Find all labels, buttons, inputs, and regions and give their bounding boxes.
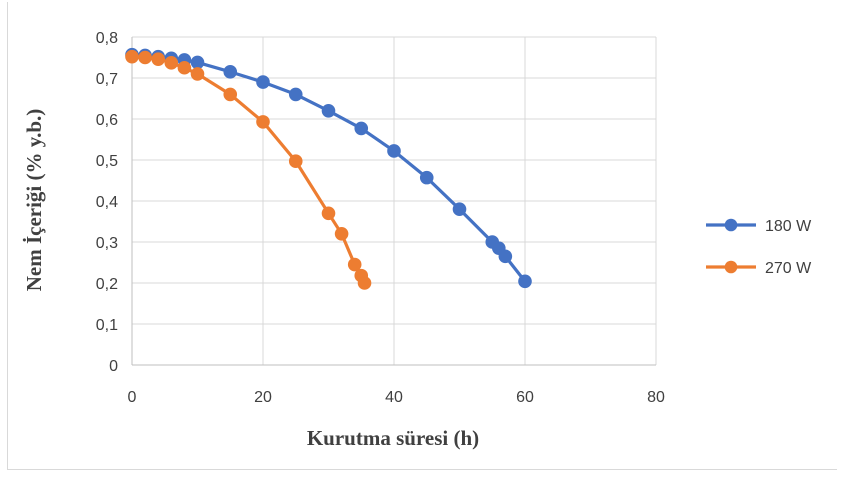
y-tick-label: 0,3 — [96, 235, 118, 252]
data-point — [334, 227, 349, 241]
data-point — [288, 154, 303, 169]
data-point — [190, 55, 205, 70]
x-tick-label: 60 — [516, 389, 534, 406]
chart-frame — [7, 2, 837, 470]
series-2 — [125, 49, 372, 290]
data-point — [177, 60, 192, 75]
data-point — [164, 56, 179, 70]
data-point — [223, 87, 238, 102]
series-line — [131, 53, 527, 283]
data-point — [518, 274, 532, 289]
tick-labels: 0 0,1 0,2 0,3 0,4 0,5 0,6 0,7 0,8 0 20 40 60 80 — [96, 30, 665, 406]
y-tick-label: 0,6 — [96, 112, 118, 129]
data-point — [256, 115, 270, 129]
legend: 180 W 270 W — [706, 218, 812, 277]
series-layer — [125, 47, 532, 290]
y-tick-label: 0 — [109, 358, 118, 375]
series-1 — [125, 47, 532, 289]
legend-label: 180 W — [765, 218, 812, 235]
data-point — [357, 276, 372, 290]
data-point — [151, 52, 165, 66]
grid — [132, 36, 657, 365]
y-tick-label: 0,7 — [96, 71, 118, 88]
legend-item: 180 W — [706, 218, 812, 235]
y-tick-label: 0,5 — [96, 153, 118, 170]
x-tick-label: 80 — [647, 389, 665, 406]
series-line — [131, 55, 366, 284]
data-point — [256, 75, 270, 89]
legend-swatch-marker — [724, 260, 738, 274]
y-tick-label: 0,2 — [96, 276, 118, 293]
legend-item: 270 W — [706, 260, 812, 277]
x-tick-label: 0 — [128, 389, 137, 406]
data-point — [419, 170, 434, 185]
data-point — [125, 49, 139, 64]
legend-swatch-marker — [724, 218, 738, 232]
data-point — [138, 50, 152, 65]
data-point — [190, 67, 205, 81]
y-axis-title: Nem İçeriği (% y.b.) — [22, 109, 46, 292]
data-point — [223, 65, 238, 79]
y-tick-label: 0,4 — [96, 194, 118, 211]
data-point — [321, 104, 336, 118]
data-point — [452, 202, 467, 216]
data-point — [387, 144, 401, 158]
data-point — [288, 87, 303, 102]
data-point — [354, 121, 369, 136]
y-tick-label: 0,1 — [96, 317, 118, 334]
data-point — [321, 206, 336, 221]
x-tick-label: 20 — [254, 389, 272, 406]
x-tick-label: 40 — [385, 389, 403, 406]
axes — [131, 37, 656, 366]
data-point — [498, 249, 513, 264]
data-point — [347, 257, 362, 272]
x-axis-title: Kurutma süresi (h) — [307, 426, 479, 450]
legend-label: 270 W — [765, 260, 812, 277]
y-tick-label: 0,8 — [96, 30, 118, 47]
